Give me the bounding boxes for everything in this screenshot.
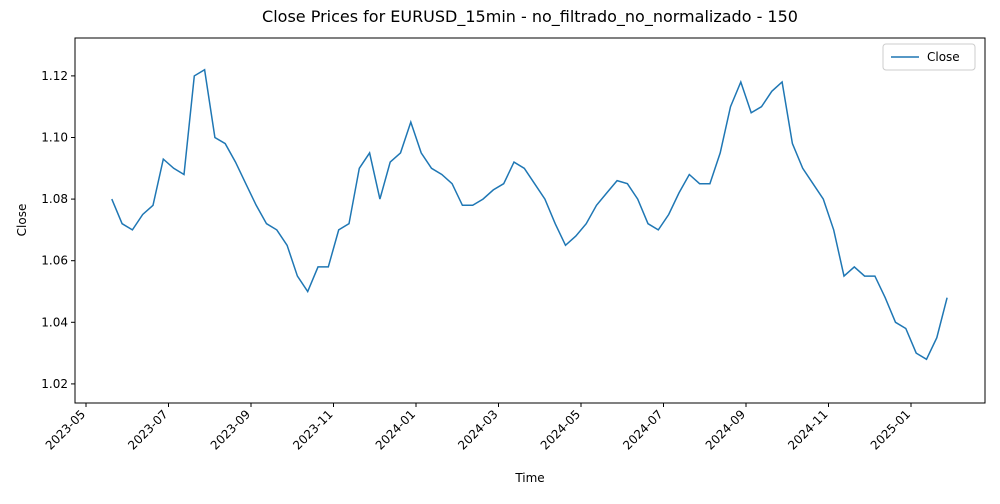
x-tick-label: 2023-05	[43, 407, 88, 452]
x-tick-label: 2024-07	[620, 407, 665, 452]
x-tick-label: 2024-05	[538, 407, 583, 452]
x-axis-label: Time	[514, 471, 544, 485]
legend-box	[882, 43, 976, 71]
y-tick-label: 1.08	[41, 192, 68, 206]
x-tick-label: 2023-07	[125, 407, 170, 452]
y-tick-label: 1.12	[41, 69, 68, 83]
y-tick-label: 1.10	[41, 130, 68, 144]
plot-frame	[74, 37, 986, 404]
x-tick-label: 2024-09	[703, 407, 748, 452]
y-tick-label: 1.02	[41, 377, 68, 391]
x-tick-label: 2024-11	[785, 407, 830, 452]
chart-title: Close Prices for EURUSD_15min - no_filtr…	[262, 7, 798, 27]
x-tick-label: 2025-01	[868, 407, 913, 452]
y-axis-label: Close	[15, 204, 29, 237]
close-line	[111, 68, 948, 361]
x-tick-label: 2024-03	[455, 407, 500, 452]
x-tick-label: 2023-11	[290, 407, 335, 452]
legend-label: Close	[927, 50, 960, 64]
y-tick-label: 1.06	[41, 254, 68, 268]
x-tick-label: 2023-09	[208, 407, 253, 452]
x-tick-label: 2024-01	[373, 407, 418, 452]
y-tick-label: 1.04	[41, 315, 68, 329]
